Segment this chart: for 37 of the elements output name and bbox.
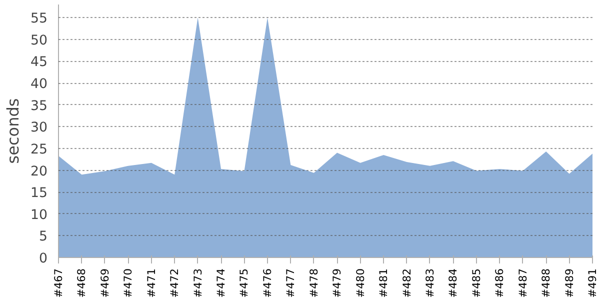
x-tick-label: #485 [470,268,483,298]
y-tick-label: 20 [30,164,48,180]
x-tick-label: #488 [540,268,553,298]
x-tick-label: #480 [354,268,367,298]
x-tick-label: #477 [284,268,298,298]
x-tick-label: #482 [400,268,414,298]
x-tick-label: #484 [446,268,460,298]
y-tick-label: 55 [30,12,48,27]
y-tick-label: 35 [30,98,48,114]
x-tick-label: #489 [562,268,576,298]
y-axis-title: seconds [4,98,23,164]
y-tick-label: 0 [39,252,48,266]
x-tick-label: #479 [330,268,344,298]
y-tick-label: 10 [30,208,48,223]
y-tick-label: 50 [30,33,48,48]
x-tick-label: #481 [377,268,390,298]
x-tick-label: #473 [191,268,204,298]
x-tick-label: #467 [52,268,65,298]
y-tick-label: 40 [30,77,48,92]
x-tick-label: #483 [423,268,436,298]
x-tick-label: #468 [75,268,88,298]
x-tick-label: #474 [214,268,228,298]
x-tick-label: #470 [122,268,135,298]
x-tick-label: #475 [238,268,251,298]
y-tick-label: 25 [30,142,48,158]
y-tick-label: 45 [30,55,48,70]
x-tick-label: #472 [168,268,182,298]
y-tick-label: 30 [30,120,48,136]
x-tick-label: #476 [260,268,274,298]
x-tick-label: #469 [98,268,112,298]
x-tick-label: #486 [493,268,506,298]
y-tick-label: 15 [30,186,48,202]
x-tick-label: #478 [307,268,320,298]
y-tick-label: 5 [39,230,48,245]
x-tick-label: #487 [516,268,530,298]
x-tick-label: #491 [586,268,599,298]
x-tick-label: #471 [144,268,158,298]
